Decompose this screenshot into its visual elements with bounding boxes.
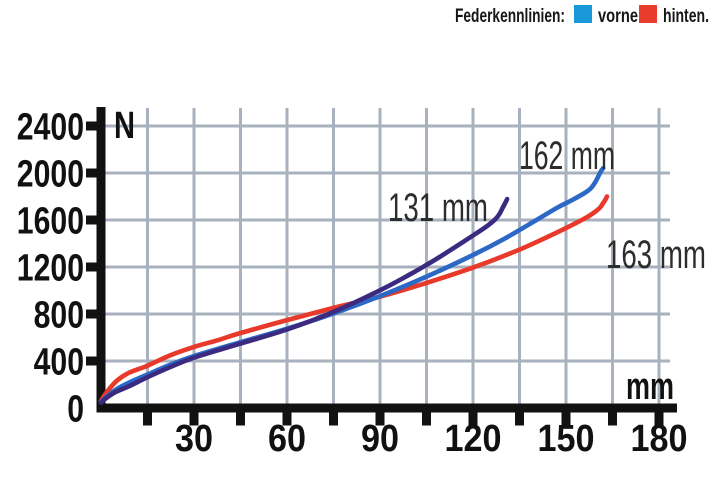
y-tick-label: 0 bbox=[67, 389, 84, 431]
x-axis-tick bbox=[654, 412, 664, 426]
x-tick-label: 30 bbox=[175, 418, 213, 460]
curve-label-hinten: 163 mm bbox=[606, 233, 706, 277]
x-axis-tick bbox=[329, 412, 338, 426]
x-tick-label: 180 bbox=[631, 418, 688, 460]
curve-vorne-alt bbox=[98, 196, 510, 405]
y-tick-label: 1200 bbox=[17, 248, 84, 290]
y-axis-tick bbox=[86, 309, 97, 319]
y-tick-label: 400 bbox=[34, 342, 84, 384]
legend: Federkennlinien: vorne hinten. bbox=[455, 5, 709, 27]
x-axis-tick bbox=[422, 412, 431, 426]
x-tick-label: 150 bbox=[538, 418, 595, 460]
y-axis-line bbox=[96, 107, 106, 413]
legend-swatch-vorne-icon bbox=[574, 5, 592, 23]
axis-ticks bbox=[86, 121, 664, 426]
x-axis-tick bbox=[143, 412, 152, 426]
x-axis-tick bbox=[236, 412, 245, 426]
legend-label-vorne: vorne bbox=[598, 6, 638, 27]
legend-swatch-hinten-icon bbox=[639, 5, 657, 23]
x-tick-label: 90 bbox=[361, 418, 399, 460]
x-axis-tick bbox=[515, 412, 524, 426]
x-tick-label: 60 bbox=[268, 418, 306, 460]
curve-label-vorne: 162 mm bbox=[519, 134, 615, 178]
axis-tick-labels: 0 400 800 1200 1600 2000 2400 30 60 90 120 150 180 bbox=[17, 107, 688, 461]
x-axis-tick bbox=[468, 412, 478, 426]
spring-curves bbox=[98, 165, 610, 405]
y-tick-label: 1600 bbox=[17, 201, 84, 243]
x-axis-unit-label: mm bbox=[626, 366, 674, 408]
curve-label-vorne-alt: 131 mm bbox=[388, 186, 488, 230]
y-axis-tick bbox=[86, 262, 97, 272]
x-axis-tick bbox=[189, 412, 199, 426]
y-axis-tick bbox=[86, 121, 97, 131]
y-axis-tick bbox=[86, 356, 97, 366]
x-axis-tick bbox=[608, 412, 617, 426]
curve-vorne bbox=[98, 165, 606, 405]
y-axis-unit-label: N bbox=[114, 105, 135, 147]
y-axis-tick bbox=[86, 168, 97, 178]
x-axis-line bbox=[96, 403, 677, 413]
y-tick-label: 2400 bbox=[17, 107, 84, 149]
grid-lines bbox=[101, 108, 670, 408]
axes bbox=[96, 107, 677, 413]
curve-hinten bbox=[98, 194, 610, 404]
x-axis-tick bbox=[282, 412, 292, 426]
legend-title: Federkennlinien: bbox=[455, 6, 565, 27]
y-tick-label: 800 bbox=[34, 295, 84, 337]
legend-label-hinten: hinten. bbox=[663, 6, 709, 27]
x-axis-tick bbox=[375, 412, 385, 426]
y-tick-label: 2000 bbox=[17, 154, 84, 196]
x-tick-label: 120 bbox=[445, 418, 502, 460]
x-axis-tick bbox=[561, 412, 571, 426]
y-axis-tick bbox=[86, 215, 97, 225]
